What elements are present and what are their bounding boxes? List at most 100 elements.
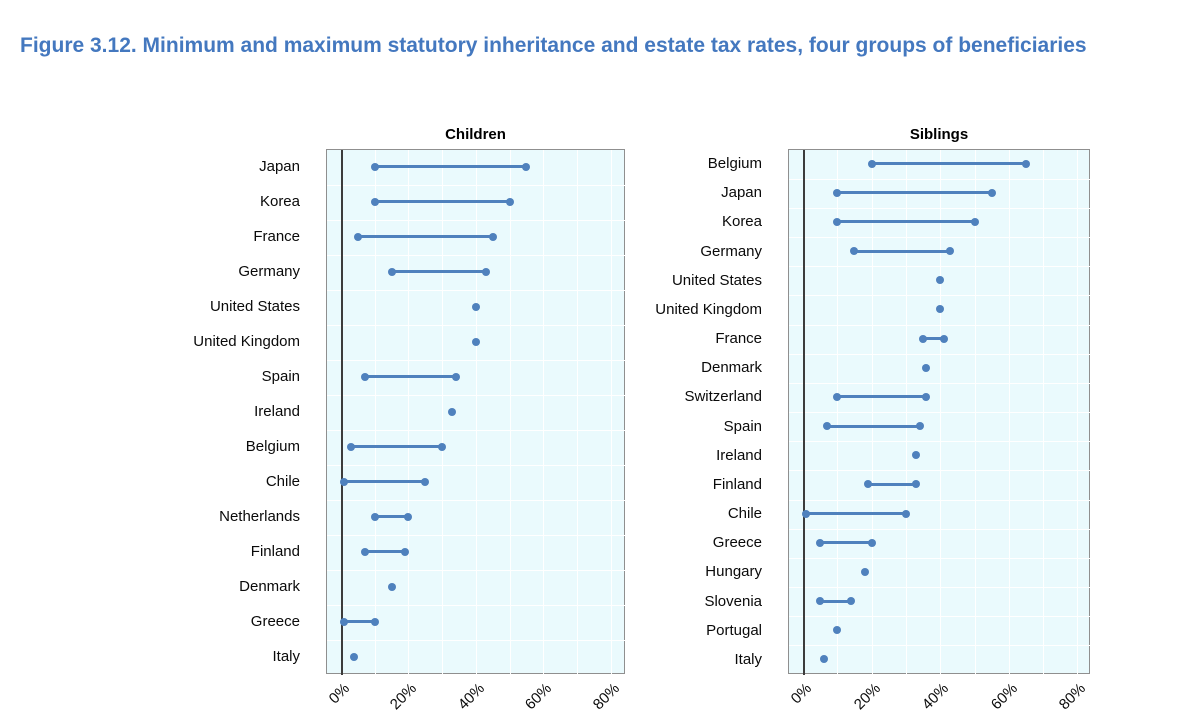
max-dot	[912, 480, 921, 489]
gridline-vertical	[442, 150, 444, 675]
range-bar	[351, 445, 443, 448]
x-axis-tick-label: 0%	[325, 680, 354, 708]
category-label: France	[715, 330, 762, 348]
gridline-vertical	[509, 150, 511, 675]
range-bar	[364, 375, 456, 378]
zero-axis-line	[803, 150, 805, 675]
gridline-vertical	[610, 150, 612, 675]
max-dot	[847, 597, 856, 606]
max-dot	[939, 334, 948, 343]
min-dot	[387, 267, 396, 276]
category-label: Greece	[712, 534, 762, 552]
range-bar	[344, 620, 375, 623]
gridline-horizontal	[789, 178, 1091, 180]
max-dot	[946, 247, 955, 256]
category-label: Greece	[250, 613, 300, 630]
category-label: Japan	[721, 184, 762, 202]
gridline-horizontal	[789, 324, 1091, 326]
min-dot	[864, 480, 873, 489]
range-bar	[344, 480, 426, 483]
gridline-horizontal	[327, 324, 626, 326]
gridline-vertical	[543, 150, 545, 675]
gridline-horizontal	[789, 207, 1091, 209]
gridline-horizontal	[789, 353, 1091, 355]
category-label: Switzerland	[684, 388, 762, 406]
gridline-horizontal	[789, 237, 1091, 238]
gridline-horizontal	[327, 464, 626, 466]
category-label: Italy	[734, 650, 762, 668]
max-dot	[421, 477, 430, 486]
single-rate-dot	[471, 337, 480, 346]
min-dot	[919, 334, 928, 343]
single-rate-dot	[387, 582, 396, 591]
single-rate-dot	[819, 655, 828, 664]
range-bar	[837, 191, 992, 195]
x-axis-tick-label: 40%	[454, 680, 488, 714]
max-dot	[867, 538, 876, 547]
gridline-horizontal	[327, 569, 626, 571]
category-label: United Kingdom	[193, 333, 300, 350]
range-bar	[837, 395, 927, 399]
gridline-horizontal	[789, 382, 1091, 384]
x-axis-tick-label: 40%	[918, 680, 953, 714]
category-label: Netherlands	[219, 508, 300, 525]
x-axis-tick-label: 80%	[589, 680, 623, 714]
range-bar	[374, 165, 527, 168]
gridline-horizontal	[327, 604, 626, 606]
gridline-horizontal	[789, 587, 1091, 588]
category-label: Korea	[259, 193, 300, 210]
min-dot	[850, 247, 859, 256]
range-bar	[837, 220, 975, 224]
category-label: Chile	[265, 473, 300, 490]
gridline-horizontal	[327, 534, 626, 536]
gridline-horizontal	[327, 289, 626, 291]
range-bar	[357, 235, 493, 238]
category-label: Italy	[272, 648, 300, 665]
max-dot	[987, 188, 996, 197]
gridline-vertical	[408, 150, 410, 675]
panel-title-children: Children	[445, 126, 506, 143]
gridline-horizontal	[327, 219, 626, 221]
x-axis-tick-label: 0%	[787, 680, 816, 708]
min-dot	[816, 597, 825, 606]
gridline-horizontal	[789, 266, 1091, 268]
category-label: Belgium	[707, 155, 762, 173]
category-label: Finland	[250, 543, 300, 560]
gridline-horizontal	[327, 499, 626, 501]
range-bar	[374, 200, 510, 203]
category-label: Slovenia	[704, 592, 762, 610]
gridline-horizontal	[789, 528, 1091, 530]
min-dot	[360, 372, 369, 381]
range-bar	[854, 249, 951, 253]
category-label: Finland	[712, 475, 762, 493]
single-rate-dot	[350, 652, 359, 661]
range-bar	[374, 515, 409, 518]
category-label: Hungary	[705, 563, 762, 581]
x-axis-tick-label: 60%	[987, 680, 1021, 714]
category-label: Ireland	[716, 446, 762, 464]
max-dot	[922, 392, 931, 401]
category-label: Ireland	[254, 403, 300, 420]
category-label: Chile	[727, 505, 762, 523]
category-label: Denmark	[701, 359, 762, 377]
max-dot	[451, 372, 460, 381]
gridline-vertical	[576, 150, 578, 675]
gridline-horizontal	[789, 616, 1091, 618]
min-dot	[347, 442, 356, 451]
min-dot	[340, 477, 349, 486]
range-bar	[391, 270, 486, 273]
category-label: Denmark	[239, 578, 300, 595]
max-dot	[488, 232, 497, 241]
plot-area-siblings	[788, 149, 1091, 675]
range-bar	[820, 599, 851, 603]
x-axis-tick-label: 80%	[1056, 680, 1090, 714]
gridline-horizontal	[789, 441, 1091, 443]
gridline-horizontal	[789, 295, 1091, 297]
gridline-vertical	[374, 150, 376, 675]
single-rate-dot	[471, 302, 480, 311]
category-label: Germany	[238, 263, 300, 280]
gridline-horizontal	[789, 412, 1091, 413]
category-label: Portugal	[706, 621, 762, 639]
range-bar	[820, 541, 872, 545]
